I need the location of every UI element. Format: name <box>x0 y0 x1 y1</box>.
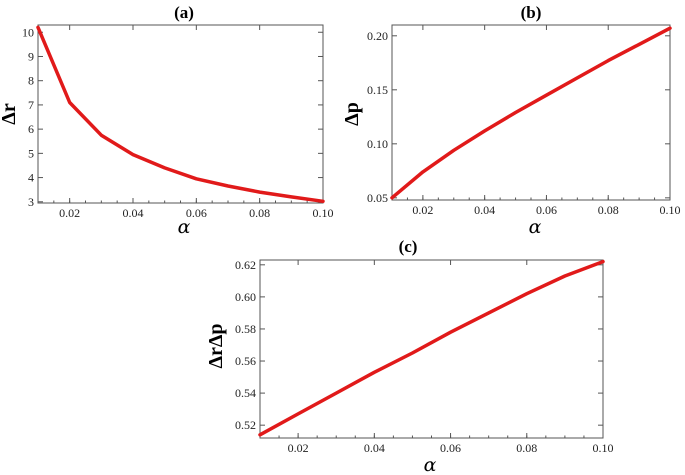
y-tick-label-b-0: 0.05 <box>367 191 388 205</box>
y-tick-label-c-4: 0.60 <box>235 290 256 304</box>
x-tick-label-b-0: 0.02 <box>412 203 433 217</box>
x-tick-label-b-3: 0.08 <box>598 203 619 217</box>
series-line-b <box>390 26 672 200</box>
y-tick-label-b-1: 0.10 <box>367 137 388 151</box>
y-axis-label-a: Δr <box>0 103 20 125</box>
panel-title-c: (c) <box>399 237 418 256</box>
panel-title-b: (b) <box>521 3 542 22</box>
y-axis-label-c: ΔrΔp <box>205 323 227 368</box>
x-tick-label-a-3: 0.08 <box>249 206 270 220</box>
y-tick-label-c-5: 0.62 <box>235 258 256 272</box>
y-tick-label-c-1: 0.54 <box>235 386 256 400</box>
y-axis-label-b: Δp <box>341 102 363 126</box>
y-tick-label-a-4: 7 <box>28 98 34 112</box>
x-tick-label-a-1: 0.04 <box>123 206 144 220</box>
y-tick-label-c-0: 0.52 <box>235 418 256 432</box>
x-tick-label-b-1: 0.04 <box>474 203 495 217</box>
y-tick-label-c-2: 0.56 <box>235 354 256 368</box>
y-tick-label-b-2: 0.15 <box>367 83 388 97</box>
x-tick-label-b-4: 0.10 <box>660 203 681 217</box>
series-line-a <box>36 25 325 204</box>
y-tick-label-b-3: 0.20 <box>367 29 388 43</box>
y-tick-label-a-6: 9 <box>28 49 34 63</box>
x-tick-label-c-0: 0.02 <box>288 441 309 455</box>
y-tick-label-a-3: 6 <box>28 122 34 136</box>
panel-title-a: (a) <box>174 3 194 22</box>
x-tick-label-c-4: 0.10 <box>593 441 614 455</box>
x-tick-label-c-3: 0.08 <box>516 441 537 455</box>
y-tick-label-a-5: 8 <box>28 74 34 88</box>
x-tick-label-a-0: 0.02 <box>59 206 80 220</box>
x-axis-label-c: α <box>424 454 437 475</box>
x-tick-label-a-4: 0.10 <box>313 206 334 220</box>
y-tick-label-c-3: 0.58 <box>235 322 256 336</box>
x-tick-label-c-2: 0.06 <box>440 441 461 455</box>
y-tick-label-a-7: 10 <box>22 25 34 39</box>
panel-b: 0.02 0.04 0.06 0.08 0.10 0.05 0.10 0.15 0.20 (b) α… <box>341 3 681 238</box>
y-tick-label-a-1: 4 <box>28 171 34 185</box>
series-line-c <box>258 259 605 437</box>
plot-frame-c <box>259 259 604 439</box>
x-tick-label-a-2: 0.06 <box>186 206 207 220</box>
y-tick-label-a-0: 3 <box>28 195 34 209</box>
panel-c: 0.02 0.04 0.06 0.08 0.10 0.52 0.54 0.56 0.58 0.60… <box>205 237 614 475</box>
panel-a: 0.02 0.04 0.06 0.08 0.10 3 4 5 6 7 8 9 10 (a) α Δr <box>0 3 334 238</box>
x-axis-label-b: α <box>529 216 542 238</box>
x-axis-label-a: α <box>178 216 191 238</box>
x-tick-label-b-2: 0.06 <box>536 203 557 217</box>
x-tick-label-c-1: 0.04 <box>364 441 385 455</box>
y-tick-label-a-2: 5 <box>28 146 34 160</box>
